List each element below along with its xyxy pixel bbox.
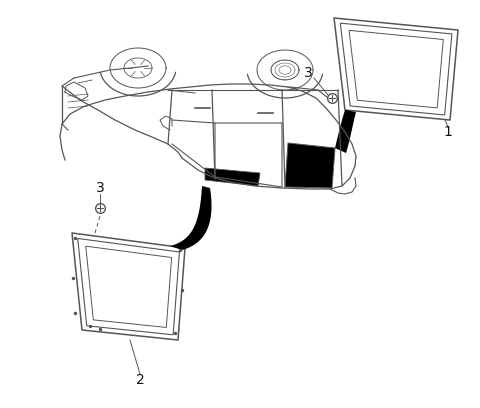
Text: 3: 3 bbox=[96, 181, 104, 195]
Polygon shape bbox=[335, 110, 356, 153]
Polygon shape bbox=[285, 143, 335, 188]
Text: 2: 2 bbox=[136, 373, 144, 387]
Polygon shape bbox=[170, 186, 212, 250]
Text: 3: 3 bbox=[304, 66, 312, 80]
Text: 1: 1 bbox=[444, 125, 453, 139]
Polygon shape bbox=[205, 168, 260, 186]
